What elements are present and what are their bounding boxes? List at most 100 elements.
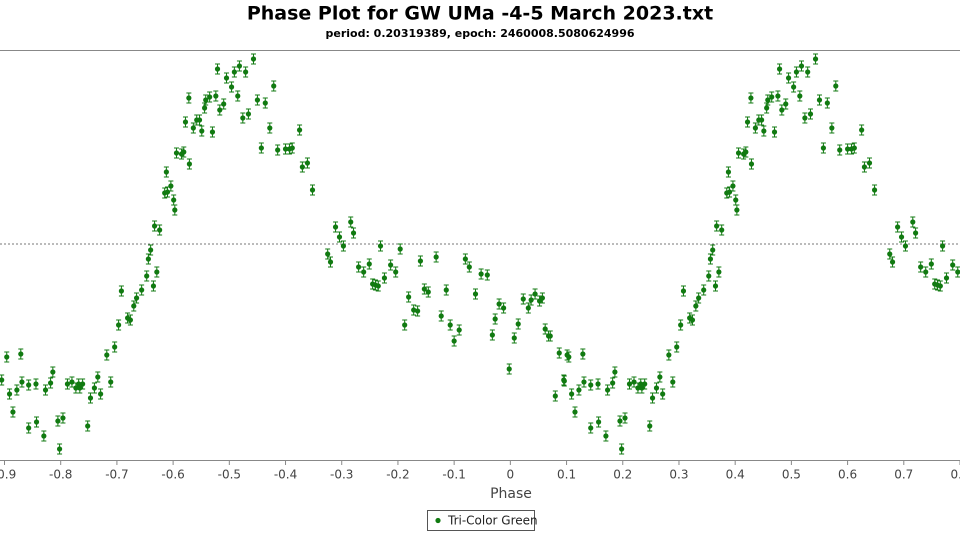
marker <box>406 294 412 300</box>
data-point <box>451 335 457 347</box>
marker <box>859 127 865 133</box>
data-point <box>569 388 575 400</box>
marker <box>466 264 472 270</box>
data-point <box>898 231 905 243</box>
marker <box>221 101 227 107</box>
marker <box>805 69 811 75</box>
marker <box>366 261 372 267</box>
data-point <box>649 392 656 404</box>
data-point <box>190 122 196 134</box>
marker <box>798 63 805 69</box>
marker <box>748 161 755 167</box>
data-point <box>626 378 633 390</box>
data-point <box>670 376 676 388</box>
data-point <box>743 146 749 158</box>
data-point <box>791 81 797 93</box>
marker <box>4 354 10 360</box>
marker <box>807 111 814 117</box>
marker <box>783 101 789 107</box>
marker <box>528 297 534 303</box>
data-point <box>127 314 133 326</box>
data-point <box>547 330 553 342</box>
data-point <box>622 412 628 424</box>
marker <box>851 145 857 151</box>
data-point <box>693 300 699 312</box>
marker <box>47 380 54 386</box>
data-point <box>775 90 781 102</box>
marker <box>144 273 150 279</box>
data-point <box>771 126 778 138</box>
data-point <box>612 366 618 378</box>
data-point <box>6 388 13 400</box>
marker <box>50 369 56 375</box>
marker <box>26 382 32 388</box>
x-tick-label: 0.2 <box>613 468 632 482</box>
x-tick-label: -0.9 <box>0 468 16 482</box>
data-point <box>417 255 424 267</box>
data-point <box>271 80 277 92</box>
marker <box>716 269 722 275</box>
x-tick-label: -0.2 <box>386 468 409 482</box>
marker <box>186 161 193 167</box>
marker <box>33 419 40 425</box>
marker <box>793 69 800 75</box>
data-point <box>660 388 666 400</box>
data-point <box>85 420 91 432</box>
x-tick-label: 0.8 <box>950 468 960 482</box>
marker <box>245 111 252 117</box>
data-point <box>186 158 193 170</box>
marker <box>525 305 531 311</box>
marker <box>355 264 362 270</box>
data-point <box>712 280 719 292</box>
marker <box>26 425 32 431</box>
data-point <box>304 157 311 169</box>
data-point <box>381 272 388 284</box>
marker <box>844 146 851 152</box>
data-point <box>758 114 765 126</box>
marker <box>151 223 158 229</box>
data-point <box>361 266 367 278</box>
data-point <box>752 122 759 134</box>
marker <box>492 316 498 322</box>
marker <box>923 269 929 275</box>
marker <box>791 84 797 90</box>
marker <box>443 287 449 293</box>
marker <box>80 381 86 387</box>
marker <box>214 66 221 72</box>
data-point <box>580 348 586 360</box>
data-point <box>910 216 916 228</box>
data-point <box>115 319 122 331</box>
marker <box>472 291 479 297</box>
marker <box>660 391 666 397</box>
data-point <box>950 259 956 271</box>
marker <box>267 125 273 131</box>
marker <box>478 271 484 277</box>
chart-title: Phase Plot for GW UMa -4-5 March 2023.tx… <box>247 3 713 25</box>
data-point <box>647 420 653 432</box>
marker <box>603 433 609 439</box>
data-point <box>710 244 716 256</box>
marker <box>304 160 311 166</box>
data-point <box>928 258 934 270</box>
marker <box>547 333 553 339</box>
x-tick-label: 0.6 <box>838 468 857 482</box>
marker <box>955 269 960 275</box>
marker <box>764 105 770 111</box>
data-point <box>678 319 684 331</box>
data-point <box>98 388 104 400</box>
data-point <box>327 256 334 268</box>
marker <box>520 296 526 302</box>
data-point <box>19 376 25 388</box>
marker <box>231 69 237 75</box>
data-point <box>515 318 521 330</box>
data-point <box>859 124 865 136</box>
data-point <box>478 268 484 280</box>
data-point <box>377 240 384 252</box>
marker <box>581 379 587 385</box>
marker <box>33 381 39 387</box>
marker <box>299 164 305 170</box>
marker <box>622 415 628 421</box>
marker <box>726 189 733 195</box>
marker <box>696 295 702 301</box>
marker <box>680 288 687 294</box>
